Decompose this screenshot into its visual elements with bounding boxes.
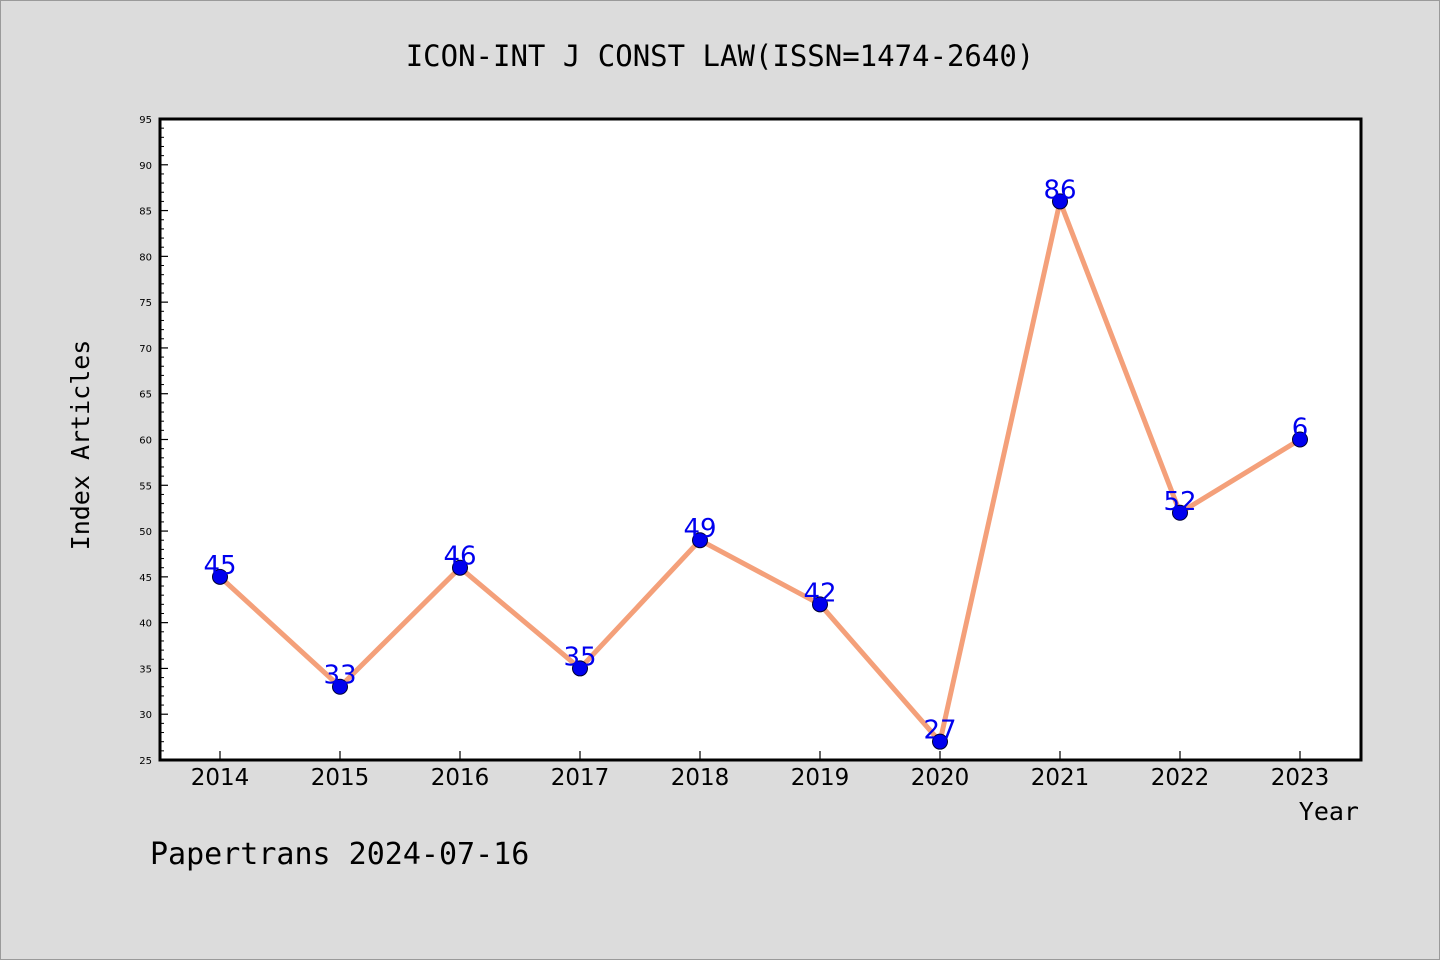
x-tick-label: 2023 [1271, 765, 1330, 791]
data-point [692, 532, 708, 549]
data-point [332, 678, 348, 695]
data-point [812, 596, 828, 613]
x-axis-label: Year [1299, 797, 1359, 826]
data-label: 6 [1292, 414, 1309, 444]
y-tick-label: 30 [139, 710, 152, 721]
x-axis: 2014 2015 2016 2017 2018 2019 2020 2021 2022 2023 [191, 751, 1330, 791]
y-tick-label: 95 [139, 115, 152, 126]
data-label: 49 [683, 514, 716, 544]
y-tick-label: 40 [139, 619, 152, 630]
data-label: 35 [563, 642, 596, 672]
x-tick-label: 2014 [191, 765, 250, 791]
x-tick-label: 2016 [431, 765, 490, 791]
x-tick-label: 2020 [911, 765, 970, 791]
x-tick-label: 2022 [1151, 765, 1210, 791]
plot-area [158, 117, 1363, 762]
series-line [218, 198, 1302, 745]
data-point [452, 559, 468, 576]
series-index-articles: 45 33 46 35 49 42 27 86 52 6 [203, 175, 1309, 750]
data-label: 45 [203, 551, 236, 581]
y-tick-label: 50 [139, 527, 152, 538]
data-label: 46 [443, 542, 476, 572]
y-tick-label: 45 [139, 573, 152, 584]
data-label: 42 [803, 578, 836, 608]
data-label: 86 [1043, 175, 1076, 205]
data-label: 27 [923, 716, 956, 746]
y-tick-label: 70 [139, 344, 152, 355]
y-tick-label: 55 [139, 481, 152, 492]
y-tick-label: 90 [139, 161, 152, 172]
chart-title: ICON-INT J CONST LAW(ISSN=1474-2640) [406, 39, 1035, 73]
y-tick-label: 80 [139, 252, 152, 263]
y-axis-label: Index Articles [66, 340, 95, 551]
y-tick-label: 25 [139, 756, 152, 767]
y-axis: 25 30 35 40 45 50 55 60 65 70 75 80 85 90 95 [139, 115, 168, 767]
data-label: 52 [1163, 487, 1196, 517]
data-point [572, 660, 588, 677]
x-tick-label: 2015 [311, 765, 370, 791]
y-tick-label: 35 [139, 664, 152, 675]
y-tick-label: 85 [139, 207, 152, 218]
x-tick-label: 2021 [1031, 765, 1090, 791]
y-tick-label: 60 [139, 436, 152, 447]
data-point [212, 568, 228, 585]
data-point [1292, 431, 1308, 448]
data-point [932, 733, 948, 750]
data-point [1052, 193, 1068, 210]
data-label: 33 [323, 661, 356, 691]
data-point [1172, 504, 1188, 521]
x-tick-label: 2019 [791, 765, 850, 791]
x-tick-label: 2018 [671, 765, 730, 791]
footer-text: Papertrans 2024-07-16 [150, 837, 529, 872]
y-tick-label: 65 [139, 390, 152, 401]
x-tick-label: 2017 [551, 765, 610, 791]
y-tick-label: 75 [139, 298, 152, 309]
